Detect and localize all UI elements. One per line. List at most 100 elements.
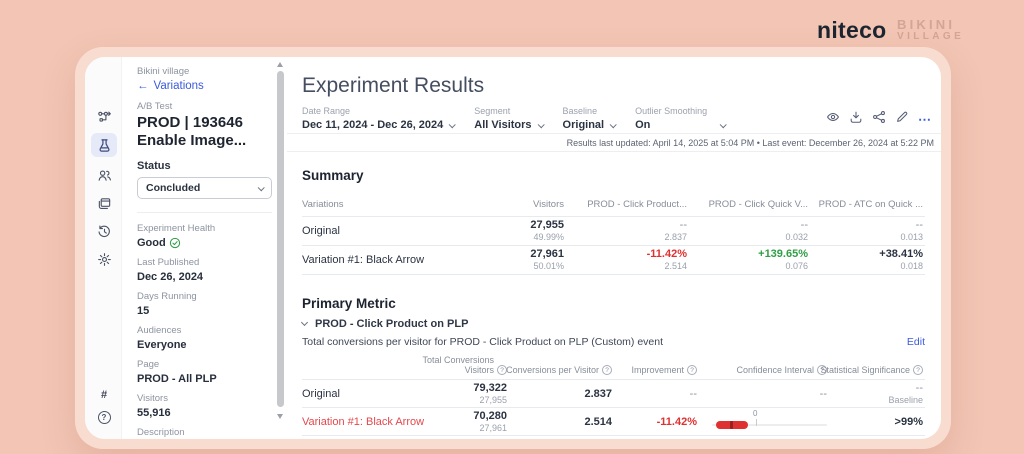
metric-improvement: +38.41% [879,248,923,260]
filter-label: Baseline [562,106,598,116]
nav-shortcuts-button[interactable]: # [91,383,117,407]
column-label-line1: Total Conversions [422,355,494,365]
field-experiment-health: Experiment Health Good [137,223,272,250]
nav-experiments-button[interactable] [91,133,117,157]
gear-icon [97,252,112,267]
baseline-filter[interactable]: Baseline Original [562,106,617,131]
download-icon [849,110,863,129]
more-options-button[interactable]: ⋯ [918,111,932,127]
table-row: Original 27,955 49.99% -- 2.837 -- 0.032 --… [302,217,925,246]
metric-name: PROD - Click Product on PLP [315,318,469,330]
nav-workflow-button[interactable] [91,105,117,129]
hash-icon: # [100,389,108,401]
outlier-smoothing-filter[interactable]: Outlier Smoothing On [635,106,727,131]
nav-history-button[interactable] [91,219,117,243]
nav-help-button[interactable]: ? [91,405,117,429]
table-row: Original 79,322 27,955 2.837 -- -- -- Base… [302,380,925,408]
primary-metric-section: Primary Metric PROD - Click Product on P… [300,297,925,436]
field-value: Everyone [137,339,187,351]
total-conversions-value: 70,280 [473,409,507,422]
metric-rate: 0.032 [785,232,808,242]
niteco-logo: niteco [817,17,887,43]
experiment-sidebar: Bikini village ← Variations A/B Test PRO… [123,57,286,439]
primary-table-header: Total Conversions Visitors ? Conversions … [302,351,925,380]
back-to-variations-link[interactable]: ← Variations [137,80,272,92]
improvement-value: -11.42% [656,415,697,428]
column-variations: Variations [302,198,344,210]
segment-filter[interactable]: Segment All Visitors [474,106,545,131]
total-conversions-value: 79,322 [473,381,507,394]
view-button[interactable] [826,110,840,129]
summary-heading: Summary [302,168,364,183]
info-icon[interactable]: ? [497,365,507,375]
ci-zero-tick [756,418,757,426]
improvement-value: -- [689,387,697,400]
field-days-running: Days Running 15 [137,291,272,318]
table-row: Variation #1: Black Arrow 27,961 50.01% -… [302,246,925,275]
variation-name: Variation #1: Black Arrow [302,254,425,266]
ci-axis-line [712,423,827,426]
column-confidence-interval: Confidence Interval? [697,351,827,379]
chevron-down-icon [257,183,265,191]
edit-button[interactable] [895,110,909,129]
app-card: # ? Bikini village ← Variations A/B Test… [85,57,941,439]
column-label: Improvement [631,365,684,375]
scroll-down-arrow-icon[interactable] [277,414,283,419]
column-statistical-significance: Statistical Significance? [820,351,923,379]
info-icon[interactable]: ? [913,365,923,375]
visitors-share: 50.01% [533,261,564,271]
page-title: Experiment Results [302,74,485,97]
ci-zero-label: 0 [753,408,758,418]
conversions-per-visitor-value: 2.837 [584,387,612,400]
info-icon[interactable]: ? [817,365,827,375]
status-select[interactable]: Concluded [137,177,272,199]
column-improvement: Improvement? [612,351,697,379]
download-button[interactable] [849,110,863,129]
metric-improvement: +139.65% [758,248,808,260]
nav-settings-button[interactable] [91,247,117,271]
chevron-down-icon [609,120,617,128]
status-label: Status [137,160,171,172]
column-label: Conversions per Visitor [506,365,599,375]
field-description: Description Page Targeting: All PLPs. KP… [137,427,272,439]
filter-value: On [635,119,651,131]
info-icon[interactable]: ? [687,365,697,375]
filter-value: Original [562,119,605,131]
sidebar-scrollbar-thumb[interactable] [277,71,284,407]
column-variation [302,351,432,379]
variation-name: Variation #1: Black Arrow [302,415,425,428]
summary-section: Summary Variations Visitors PROD - Click… [302,169,925,275]
summary-table-header: Variations Visitors PROD - Click Product… [302,192,925,217]
field-page: Page PROD - All PLP [137,359,272,386]
results-updated-bar: Results last updated: April 14, 2025 at … [287,133,941,152]
metric-description: Total conversions per visitor for PROD -… [302,336,664,348]
main-content: Experiment Results Date Range Dec 11, 20… [287,57,941,439]
metric-rate: 0.013 [900,232,923,242]
edit-metric-link[interactable]: Edit [906,336,925,348]
nav-pages-button[interactable] [91,191,117,215]
column-visitors: Visitors [533,198,564,210]
field-label: Days Running [137,291,197,302]
scroll-up-arrow-icon[interactable] [277,62,283,67]
visitors-share: 49.99% [533,232,564,242]
date-range-filter[interactable]: Date Range Dec 11, 2024 - Dec 26, 2024 [302,106,457,131]
column-metric-1: PROD - Click Product... [587,198,687,210]
filter-value: All Visitors [474,119,532,131]
field-label: Visitors [137,393,168,404]
filter-label: Segment [474,106,511,116]
significance-value: -- [915,381,923,394]
field-label: Experiment Health [137,223,216,234]
info-icon[interactable]: ? [602,365,612,375]
sidebar-scrollbar [276,59,285,437]
chevron-down-icon [448,120,457,128]
table-row: Variation #1: Black Arrow 70,280 27,961 2… [302,408,925,436]
filter-bar: Date Range Dec 11, 2024 - Dec 26, 2024 S… [302,106,727,131]
share-button[interactable] [872,110,886,129]
metric-collapse-toggle[interactable]: PROD - Click Product on PLP [300,318,925,330]
visitors-value: 27,961 [479,422,507,433]
metric-description-row: Total conversions per visitor for PROD -… [302,336,925,348]
metric-improvement: -11.42% [646,248,687,260]
nav-audiences-button[interactable] [91,163,117,187]
metric-rate: 2.837 [664,232,687,242]
visitors-value: 27,955 [479,394,507,405]
